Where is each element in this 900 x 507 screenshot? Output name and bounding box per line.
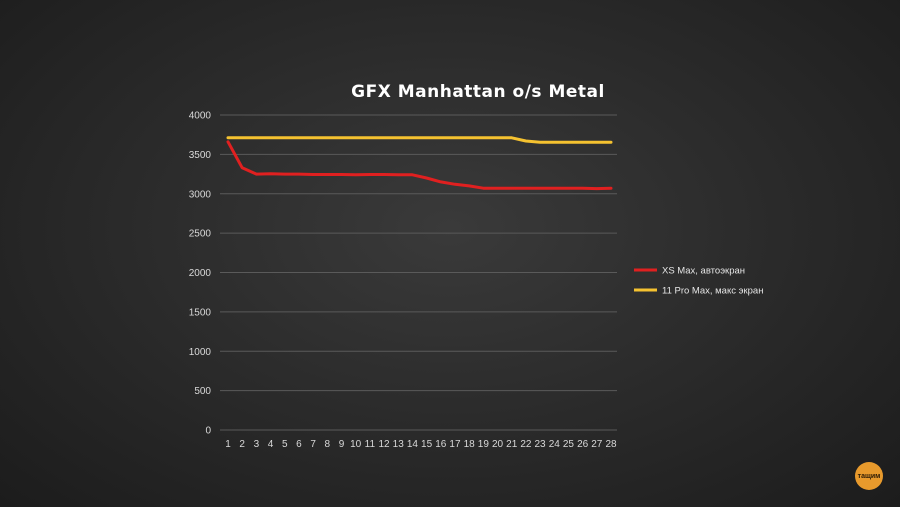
x-tick-label: 1 [225,439,231,450]
gridlines [220,114,617,431]
series-line [226,136,613,144]
series [226,136,613,191]
x-tick-label: 17 [449,439,461,450]
x-tick-label: 11 [365,439,376,450]
y-axis: 0 500 1000 1500 2000 2500 3000 3500 4000 [189,111,212,437]
x-axis: 1 2 3 4 5 6 7 8 9 10 11 12 13 14 15 16 17 18 19 20 21 22 23 24 2… [225,439,617,450]
y-tick-label: 500 [194,386,211,397]
x-tick-label: 24 [549,439,561,450]
x-tick-label: 27 [591,439,603,450]
x-tick-label: 16 [435,439,447,450]
series-line [226,140,613,191]
x-tick-label: 4 [268,439,274,450]
x-tick-label: 8 [325,439,331,450]
x-tick-label: 26 [577,439,589,450]
y-tick-label: 2000 [189,268,212,279]
taschim-logo: тащим [855,462,883,490]
x-tick-label: 5 [282,439,288,450]
x-tick-label: 25 [563,439,575,450]
legend-label: 11 Pro Max, макс экран [662,286,763,297]
legend-label: XS Max, автоэкран [662,266,745,277]
x-tick-label: 22 [520,439,532,450]
x-tick-label: 7 [310,439,316,450]
x-tick-label: 21 [506,439,518,450]
x-tick-label: 6 [296,439,302,450]
x-tick-label: 13 [393,439,405,450]
y-tick-label: 0 [205,426,211,437]
x-tick-label: 20 [492,439,504,450]
x-tick-label: 23 [535,439,547,450]
x-tick-label: 19 [478,439,490,450]
x-tick-label: 14 [407,439,419,450]
y-tick-label: 1000 [189,347,212,358]
x-tick-label: 2 [239,439,245,450]
x-tick-label: 9 [339,439,345,450]
x-tick-label: 10 [350,439,362,450]
y-tick-label: 1500 [189,307,212,318]
y-tick-label: 3000 [189,189,212,200]
y-tick-label: 2500 [189,229,212,240]
legend: XS Max, автоэкран 11 Pro Max, макс экран [634,266,763,297]
y-tick-label: 3500 [189,150,212,161]
x-tick-label: 28 [605,439,617,450]
chart-title: GFX Manhattan o/s Metal [351,82,605,102]
x-tick-label: 18 [464,439,476,450]
x-tick-label: 15 [421,439,433,450]
x-tick-label: 3 [254,439,260,450]
x-tick-label: 12 [378,439,390,450]
y-tick-label: 4000 [189,111,212,122]
